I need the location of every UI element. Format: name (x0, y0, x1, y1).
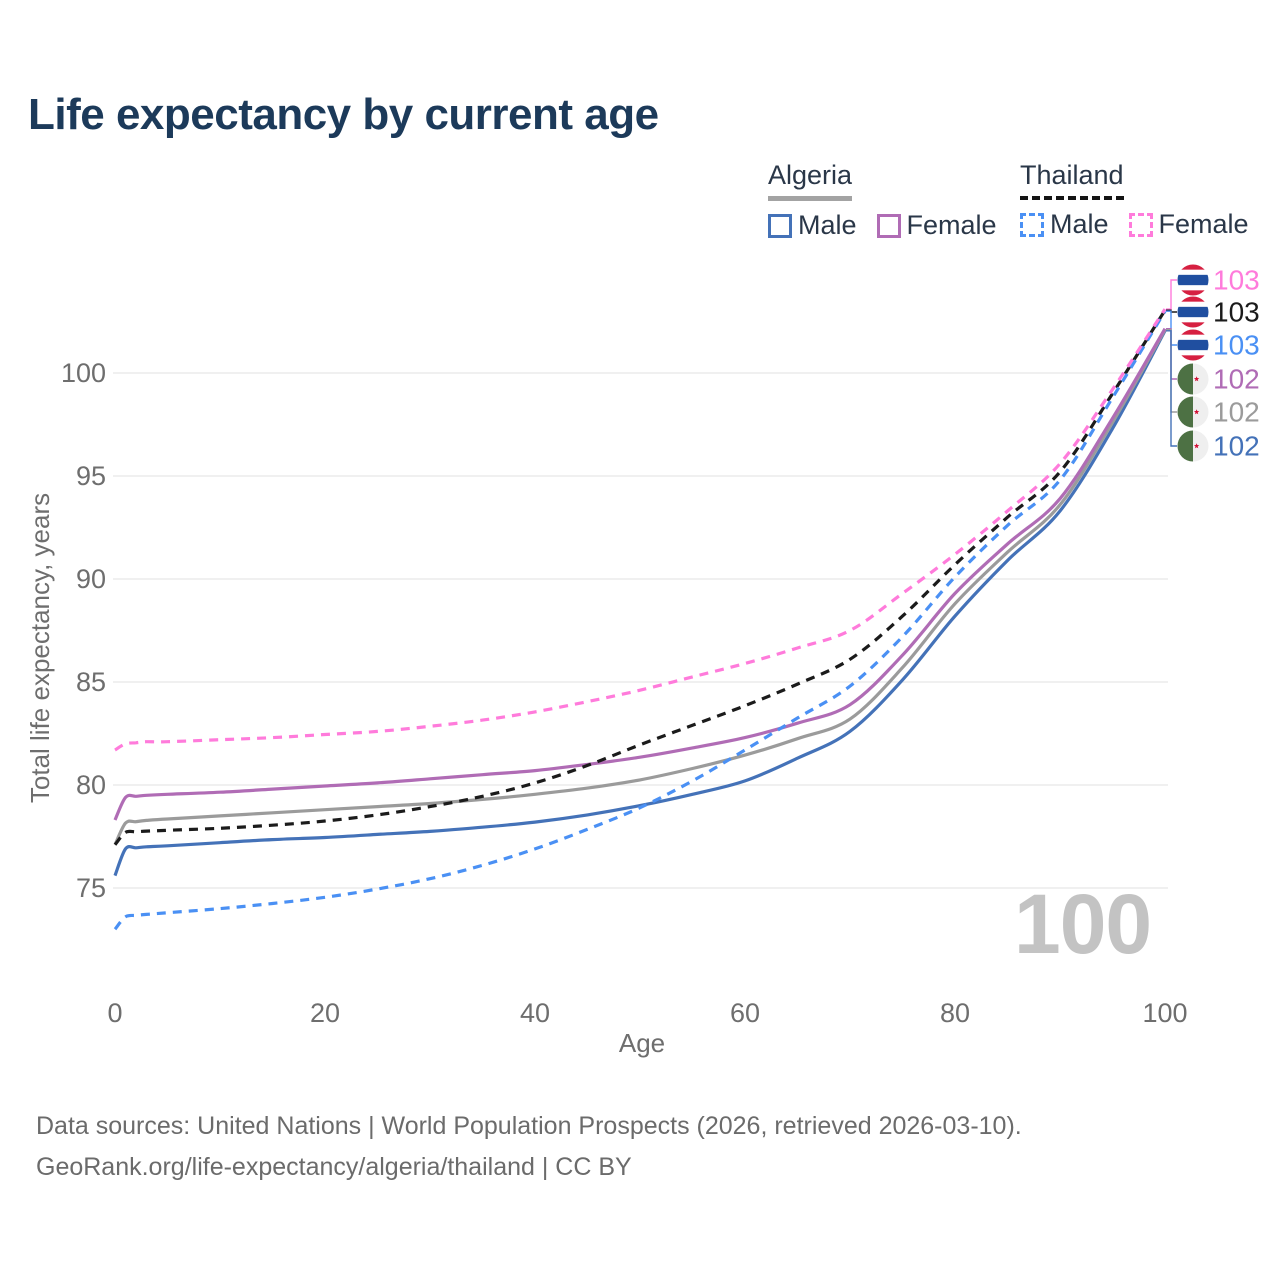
end-label-group: 102 (1177, 396, 1260, 428)
legend-item-label: Female (1158, 209, 1249, 239)
flag-stripe (1177, 269, 1209, 276)
series-line-algeria-male (113, 330, 1167, 877)
flag-stripe (1177, 285, 1209, 291)
checkbox-icon[interactable] (1128, 212, 1153, 237)
flag-stripe (1177, 350, 1209, 356)
flag-green-half (1177, 396, 1193, 428)
page-title: Life expectancy by current age (28, 90, 659, 139)
flag-stripe (1177, 317, 1209, 323)
end-label-group: 103 (1177, 264, 1260, 296)
flag-white-half (1193, 430, 1209, 462)
end-value-algeria-both-sexes: 102 (1213, 397, 1260, 428)
legend-toggle-algeria-female[interactable]: Female (876, 210, 997, 241)
flag-stripe (1177, 355, 1209, 361)
legend-toggle-thailand-male[interactable]: Male (1020, 209, 1109, 240)
y-tick-90: 90 (76, 564, 106, 594)
y-axis-title: Total life expectancy, years (25, 493, 55, 803)
flag-green-half (1177, 430, 1193, 462)
footer: Data sources: United Nations | World Pop… (36, 1106, 1022, 1188)
flag-stripe (1177, 290, 1209, 296)
end-label-group: 103 (1177, 329, 1260, 361)
flag-stripe (1177, 306, 1209, 318)
x-tick-60: 60 (730, 998, 760, 1028)
end-value-thailand-male: 103 (1213, 330, 1260, 361)
checkbox-icon[interactable] (1020, 212, 1044, 237)
flag-star (1193, 443, 1200, 449)
thailand-flag-icon (1177, 264, 1209, 296)
flag-stripe (1177, 264, 1209, 271)
y-tick-100: 100 (61, 358, 106, 388)
thailand-flag-icon (1177, 296, 1209, 328)
y-tick-75: 75 (76, 873, 106, 903)
x-tick-100: 100 (1142, 998, 1187, 1028)
footer-attribution: GeoRank.org/life-expectancy/algeria/thai… (36, 1153, 632, 1181)
legend-item-label: Male (798, 210, 857, 240)
end-value-thailand-both-sexes: 103 (1213, 297, 1260, 328)
x-axis-title: Age (619, 1028, 665, 1058)
series-line-thailand-male (113, 310, 1167, 931)
flag-stripe (1177, 301, 1209, 308)
end-label-group: 102 (1177, 363, 1260, 395)
series-line-thailand-female (114, 308, 1167, 752)
legend-country-algeria: Algeria (768, 160, 997, 201)
series-line-thailand-both-sexes (113, 309, 1167, 846)
flag-green-half (1177, 363, 1193, 395)
y-tick-85: 85 (76, 667, 106, 697)
end-label-group: 103 (1177, 296, 1260, 328)
x-tick-0: 0 (107, 998, 122, 1028)
footer-data-sources: Data sources: United Nations | World Pop… (36, 1112, 1022, 1140)
flag-white-half (1193, 396, 1209, 428)
y-tick-95: 95 (76, 461, 106, 491)
legend: Algeria Male Female Thailand Male Female (0, 160, 1280, 250)
algeria-flag-icon (1177, 396, 1209, 428)
y-tick-80: 80 (76, 770, 106, 800)
legend-item-label: Female (906, 210, 997, 240)
checkbox-icon[interactable] (876, 213, 901, 238)
legend-country-label: Algeria (768, 160, 853, 201)
flag-stripe (1177, 296, 1209, 303)
thailand-flag-icon (1177, 329, 1209, 361)
x-tick-40: 40 (520, 998, 550, 1028)
legend-country-label: Thailand (1020, 160, 1124, 200)
flag-stripe (1177, 322, 1209, 328)
legend-group-thailand: Thailand Male Female (1020, 160, 1249, 240)
flag-stripe (1177, 339, 1209, 351)
series-line-algeria-female (113, 327, 1167, 821)
flag-white-half (1193, 363, 1209, 395)
x-tick-80: 80 (940, 998, 970, 1028)
flag-star (1193, 409, 1200, 415)
legend-country-thailand: Thailand (1020, 160, 1249, 200)
legend-toggle-thailand-female[interactable]: Female (1128, 209, 1249, 240)
watermark-logo: 100 (1014, 877, 1152, 971)
legend-toggle-algeria-male[interactable]: Male (768, 210, 857, 241)
end-value-algeria-male: 102 (1213, 431, 1260, 462)
series-line-algeria-both-sexes (113, 328, 1167, 846)
algeria-flag-icon (1177, 363, 1209, 395)
x-tick-20: 20 (310, 998, 340, 1028)
flag-stripe (1177, 329, 1209, 336)
algeria-flag-icon (1177, 430, 1209, 462)
legend-item-label: Male (1050, 209, 1109, 239)
legend-group-algeria: Algeria Male Female (768, 160, 997, 241)
flag-stripe (1177, 274, 1209, 286)
end-value-algeria-female: 102 (1213, 364, 1260, 395)
flag-stripe (1177, 334, 1209, 341)
checkbox-icon[interactable] (768, 213, 792, 238)
end-label-group: 102 (1177, 430, 1260, 462)
end-value-thailand-female: 103 (1213, 265, 1260, 296)
end-connector-thailand-female (1166, 279, 1177, 310)
flag-star (1193, 376, 1200, 382)
end-connector-algeria-male (1166, 330, 1177, 447)
